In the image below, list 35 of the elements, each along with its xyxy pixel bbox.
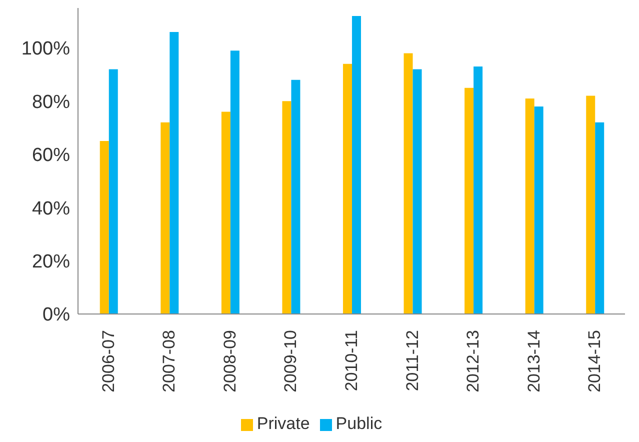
y-tick-label: 100% bbox=[21, 38, 70, 60]
bar bbox=[586, 96, 596, 314]
x-tick-label: 2006-07 bbox=[98, 330, 118, 392]
bar bbox=[100, 141, 109, 314]
bar bbox=[108, 69, 118, 314]
y-tick-label: 80% bbox=[32, 92, 70, 113]
bar bbox=[282, 101, 292, 314]
bar bbox=[525, 98, 534, 314]
bar bbox=[464, 88, 474, 314]
x-tick-label: 2008-09 bbox=[220, 330, 240, 392]
x-tick-label: 2011-12 bbox=[402, 330, 422, 392]
bar bbox=[404, 53, 413, 314]
legend-label: Public bbox=[336, 414, 382, 433]
bar bbox=[534, 106, 544, 314]
bar bbox=[230, 50, 240, 314]
bar bbox=[595, 122, 604, 314]
bar bbox=[170, 32, 179, 314]
y-tick-label: 20% bbox=[32, 252, 70, 273]
legend-label: Private bbox=[256, 414, 310, 433]
bar bbox=[291, 80, 300, 314]
x-tick-label: 2009-10 bbox=[281, 330, 300, 392]
bar bbox=[342, 64, 352, 314]
x-tick-label: 2012-13 bbox=[464, 330, 483, 392]
y-tick-label: 0% bbox=[42, 304, 70, 326]
x-tick-label: 2014-15 bbox=[585, 330, 604, 392]
x-tick-label: 2007-08 bbox=[160, 330, 179, 392]
bar bbox=[160, 122, 170, 314]
bar bbox=[412, 69, 422, 314]
x-tick-label: 2013-14 bbox=[524, 330, 544, 392]
bar bbox=[352, 16, 361, 314]
y-tick-label: 40% bbox=[32, 198, 70, 220]
y-tick-label: 60% bbox=[32, 145, 70, 166]
bar bbox=[221, 112, 230, 314]
bar bbox=[474, 66, 483, 314]
x-tick-label: 2010-11 bbox=[342, 330, 361, 392]
